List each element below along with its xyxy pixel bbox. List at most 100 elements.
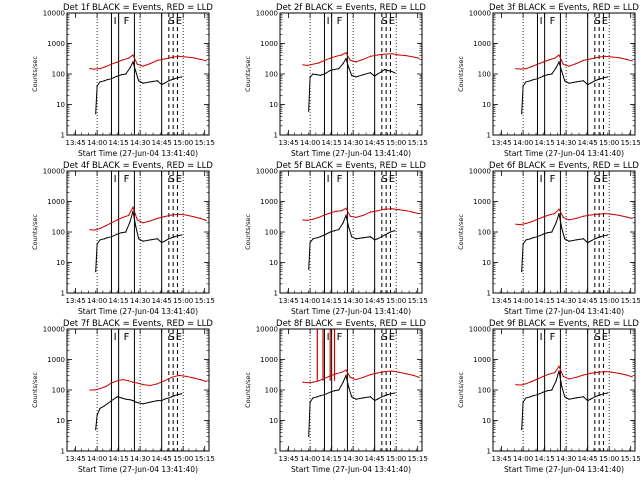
lld-point bbox=[568, 378, 570, 380]
x-tick-label: 15:00 bbox=[386, 455, 406, 463]
panel-title: Det 6f BLACK = Events, RED = LLD bbox=[489, 161, 639, 171]
panel-det-8: Det 8f BLACK = Events, RED = LLD Counts/s… bbox=[244, 319, 428, 474]
x-tick-label: 14:45 bbox=[578, 297, 598, 305]
lld-point bbox=[122, 378, 124, 381]
events-point bbox=[333, 230, 336, 232]
events-point bbox=[95, 271, 97, 273]
lld-point bbox=[355, 61, 357, 63]
y-tick-label: 10 bbox=[482, 259, 491, 267]
lld-point bbox=[519, 384, 521, 386]
y-tick-label: 100 bbox=[265, 71, 278, 79]
events-point bbox=[345, 214, 347, 217]
events-point bbox=[536, 394, 539, 396]
events-point bbox=[597, 237, 599, 239]
panel-title: Det 9f BLACK = Events, RED = LLD bbox=[489, 319, 639, 329]
lld-point bbox=[122, 59, 124, 61]
y-tick-label: 100 bbox=[52, 229, 65, 237]
events-point bbox=[558, 61, 560, 63]
events-point bbox=[181, 393, 183, 395]
y-axis-label: Counts/sec bbox=[244, 56, 252, 92]
marker-label-s: S bbox=[595, 332, 601, 343]
y-tick-label: 1000 bbox=[47, 356, 65, 364]
y-axis-label: Counts/sec bbox=[244, 372, 252, 408]
events-point bbox=[116, 75, 118, 77]
events-point bbox=[168, 80, 170, 82]
events-point bbox=[522, 85, 524, 87]
lld-point bbox=[99, 388, 101, 390]
lld-point bbox=[199, 58, 201, 61]
y-tick-label: 10 bbox=[269, 259, 278, 267]
lld-point bbox=[110, 382, 113, 384]
x-tick-label: 14:45 bbox=[152, 297, 172, 305]
lld-point bbox=[185, 214, 187, 216]
events-point bbox=[568, 398, 570, 400]
marker-label-e: E bbox=[389, 16, 395, 27]
events-point bbox=[351, 74, 353, 76]
y-tick-label: 10 bbox=[482, 417, 491, 425]
events-point bbox=[389, 70, 392, 72]
lld-point bbox=[163, 380, 166, 382]
lld-point bbox=[302, 381, 304, 383]
events-point bbox=[138, 238, 140, 240]
lld-point bbox=[631, 217, 633, 219]
events-point bbox=[381, 396, 383, 398]
lld-point bbox=[116, 219, 118, 221]
lld-point bbox=[515, 384, 517, 386]
events-point bbox=[99, 81, 101, 83]
events-point bbox=[135, 70, 137, 73]
x-tick-label: 15:00 bbox=[599, 455, 619, 463]
y-tick-label: 1 bbox=[487, 448, 491, 456]
lld-point bbox=[391, 370, 393, 372]
lld-point bbox=[562, 63, 564, 65]
lld-point bbox=[178, 55, 180, 57]
marker-label-i: I bbox=[540, 16, 543, 27]
x-axis-label: Start Time (27-Jun-04 13:41:40) bbox=[504, 465, 624, 474]
events-point bbox=[551, 389, 553, 391]
panel-title: Det 2f BLACK = Events, RED = LLD bbox=[276, 3, 426, 13]
events-point bbox=[132, 399, 134, 402]
events-point bbox=[161, 241, 163, 244]
plot-frame bbox=[279, 12, 423, 136]
events-point bbox=[99, 407, 101, 409]
events-point bbox=[386, 394, 389, 396]
events-point bbox=[171, 79, 173, 81]
x-tick-label: 13:45 bbox=[66, 139, 86, 147]
lld-point bbox=[312, 218, 314, 220]
x-tick-label: 14:00 bbox=[300, 455, 320, 463]
plot-frame bbox=[492, 328, 636, 452]
lld-point bbox=[93, 68, 95, 70]
lld-point bbox=[384, 53, 386, 55]
events-point bbox=[546, 390, 549, 392]
lld-point bbox=[318, 216, 320, 219]
lld-series-line bbox=[515, 208, 633, 226]
events-point bbox=[129, 67, 131, 69]
events-point bbox=[156, 238, 158, 240]
lld-point bbox=[376, 54, 379, 56]
y-tick-label: 1 bbox=[274, 290, 278, 298]
x-tick-label: 14:15 bbox=[535, 455, 555, 463]
events-point bbox=[149, 401, 151, 403]
events-point bbox=[338, 68, 340, 70]
x-axis-label: Start Time (27-Jun-04 13:41:40) bbox=[291, 307, 411, 316]
events-point bbox=[329, 69, 331, 72]
events-point bbox=[355, 76, 357, 78]
events-point bbox=[316, 74, 318, 76]
events-point bbox=[589, 398, 592, 400]
events-point bbox=[351, 236, 353, 238]
lld-point bbox=[323, 59, 326, 61]
x-tick-label: 14:45 bbox=[365, 297, 385, 305]
events-point bbox=[338, 389, 340, 391]
x-tick-label: 14:00 bbox=[300, 139, 320, 147]
events-point bbox=[348, 67, 350, 69]
lld-point bbox=[178, 213, 180, 215]
lld-point bbox=[525, 383, 527, 385]
lld-point bbox=[369, 373, 371, 376]
marker-label-s: S bbox=[169, 16, 175, 27]
events-point bbox=[110, 236, 113, 238]
events-point bbox=[142, 403, 144, 405]
lld-point bbox=[631, 376, 633, 378]
lld-point bbox=[418, 213, 420, 215]
lld-point bbox=[558, 365, 560, 367]
events-point bbox=[319, 74, 321, 76]
x-tick-label: 14:45 bbox=[578, 139, 598, 147]
